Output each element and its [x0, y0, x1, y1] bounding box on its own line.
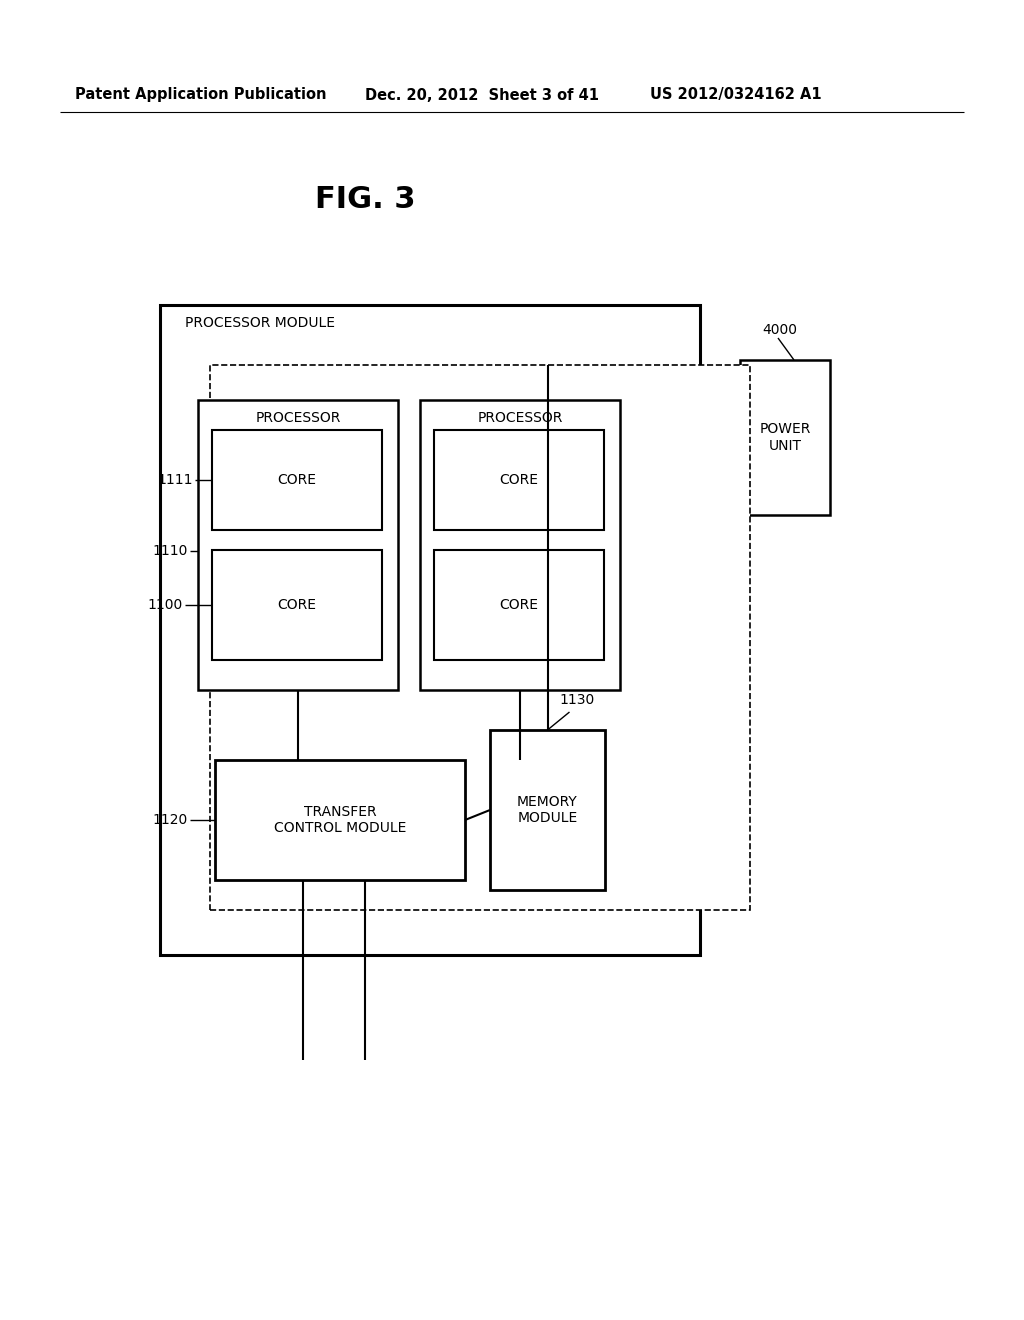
Text: PROCESSOR MODULE: PROCESSOR MODULE	[185, 315, 335, 330]
Text: POWER
UNIT: POWER UNIT	[760, 422, 811, 453]
Text: CORE: CORE	[500, 473, 539, 487]
Text: PROCESSOR: PROCESSOR	[477, 411, 562, 425]
Text: CORE: CORE	[278, 598, 316, 612]
FancyBboxPatch shape	[420, 400, 620, 690]
Text: 1110: 1110	[153, 544, 188, 558]
FancyBboxPatch shape	[198, 400, 398, 690]
FancyBboxPatch shape	[160, 305, 700, 954]
Text: CORE: CORE	[500, 598, 539, 612]
Text: MEMORY
MODULE: MEMORY MODULE	[517, 795, 578, 825]
Text: 1111: 1111	[158, 473, 193, 487]
Text: FIG. 3: FIG. 3	[314, 186, 416, 214]
Text: 1130: 1130	[560, 693, 595, 708]
Text: US 2012/0324162 A1: US 2012/0324162 A1	[650, 87, 821, 103]
Text: 1120: 1120	[153, 813, 188, 828]
FancyBboxPatch shape	[210, 366, 750, 909]
FancyBboxPatch shape	[740, 360, 830, 515]
FancyBboxPatch shape	[434, 430, 604, 531]
Text: CORE: CORE	[278, 473, 316, 487]
Text: Patent Application Publication: Patent Application Publication	[75, 87, 327, 103]
Text: PROCESSOR: PROCESSOR	[255, 411, 341, 425]
Text: Dec. 20, 2012  Sheet 3 of 41: Dec. 20, 2012 Sheet 3 of 41	[365, 87, 599, 103]
Text: 4000: 4000	[763, 323, 798, 337]
Text: TRANSFER
CONTROL MODULE: TRANSFER CONTROL MODULE	[273, 805, 407, 836]
FancyBboxPatch shape	[434, 550, 604, 660]
FancyBboxPatch shape	[215, 760, 465, 880]
FancyBboxPatch shape	[212, 430, 382, 531]
FancyBboxPatch shape	[212, 550, 382, 660]
Text: 1100: 1100	[147, 598, 183, 612]
FancyBboxPatch shape	[490, 730, 605, 890]
